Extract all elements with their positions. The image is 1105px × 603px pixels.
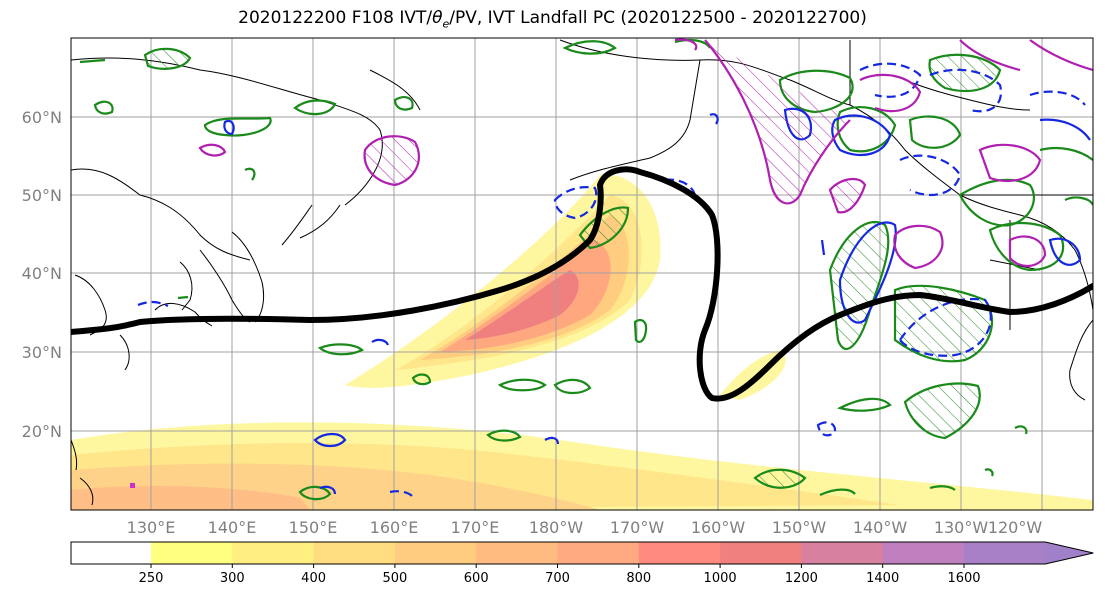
latitude-labels: 60°N 50°N 40°N 30°N 20°N xyxy=(22,108,62,441)
map-border xyxy=(70,37,1094,511)
svg-text:50°N: 50°N xyxy=(22,186,62,205)
magenta-contours xyxy=(198,38,1093,270)
colorbar-segment xyxy=(71,542,151,564)
colorbar-segment xyxy=(557,542,640,564)
colorbar-tick-label: 250 xyxy=(139,571,164,586)
colorbar-segment xyxy=(720,542,802,564)
svg-text:150°W: 150°W xyxy=(772,518,827,537)
colorbar-tick-label: 1200 xyxy=(785,571,818,586)
svg-text:140°W: 140°W xyxy=(853,518,908,537)
colorbar-tick-label: 1400 xyxy=(866,571,899,586)
colorbar-segment xyxy=(151,542,233,564)
colorbar-tick-label: 600 xyxy=(464,571,489,586)
colorbar-tick-label: 1600 xyxy=(947,571,980,586)
svg-text:140°E: 140°E xyxy=(208,518,257,537)
graticule xyxy=(71,38,1093,510)
colorbar: 250 300 400 500 600 700 800 1000 1200 1400 1600 xyxy=(70,541,1094,586)
longitude-labels: 130°E 140°E 150°E 160°E 170°E 180°W 170°… xyxy=(127,518,1043,537)
landfall-path-line xyxy=(71,166,1093,402)
svg-text:20°N: 20°N xyxy=(22,422,62,441)
svg-text:170°E: 170°E xyxy=(451,518,500,537)
colorbar-extend-arrow xyxy=(1045,542,1094,564)
svg-text:160°E: 160°E xyxy=(370,518,419,537)
map-title: 2020122200 F108 IVT/θe/PV, IVT Landfall … xyxy=(238,8,867,31)
svg-text:120°W: 120°W xyxy=(988,518,1043,537)
colorbar-segment xyxy=(394,542,477,564)
colorbar-tick-label: 700 xyxy=(545,571,570,586)
svg-text:130°E: 130°E xyxy=(127,518,176,537)
colorbar-segment xyxy=(232,542,315,564)
svg-text:150°E: 150°E xyxy=(289,518,338,537)
ivt-filled-contours xyxy=(71,174,1093,510)
coastlines xyxy=(71,39,1093,506)
colorbar-tick-label: 800 xyxy=(626,571,651,586)
colorbar-segment xyxy=(882,542,965,564)
colorbar-tick-label: 400 xyxy=(301,571,326,586)
svg-text:60°N: 60°N xyxy=(22,108,62,127)
svg-text:30°N: 30°N xyxy=(22,343,62,362)
colorbar-segment xyxy=(476,542,558,564)
svg-text:130°W: 130°W xyxy=(934,518,989,537)
svg-text:180°W: 180°W xyxy=(529,518,584,537)
colorbar-segment xyxy=(801,542,884,564)
colorbar-tick-label: 500 xyxy=(382,571,407,586)
colorbar-tick-label: 1000 xyxy=(704,571,737,586)
colorbar-segment xyxy=(313,542,396,564)
colorbar-tick-label: 300 xyxy=(220,571,245,586)
svg-text:170°W: 170°W xyxy=(610,518,665,537)
svg-text:160°W: 160°W xyxy=(691,518,746,537)
map-panel xyxy=(71,38,1093,510)
colorbar-segment xyxy=(964,542,1046,564)
svg-text:40°N: 40°N xyxy=(22,264,62,283)
colorbar-segment xyxy=(638,542,721,564)
